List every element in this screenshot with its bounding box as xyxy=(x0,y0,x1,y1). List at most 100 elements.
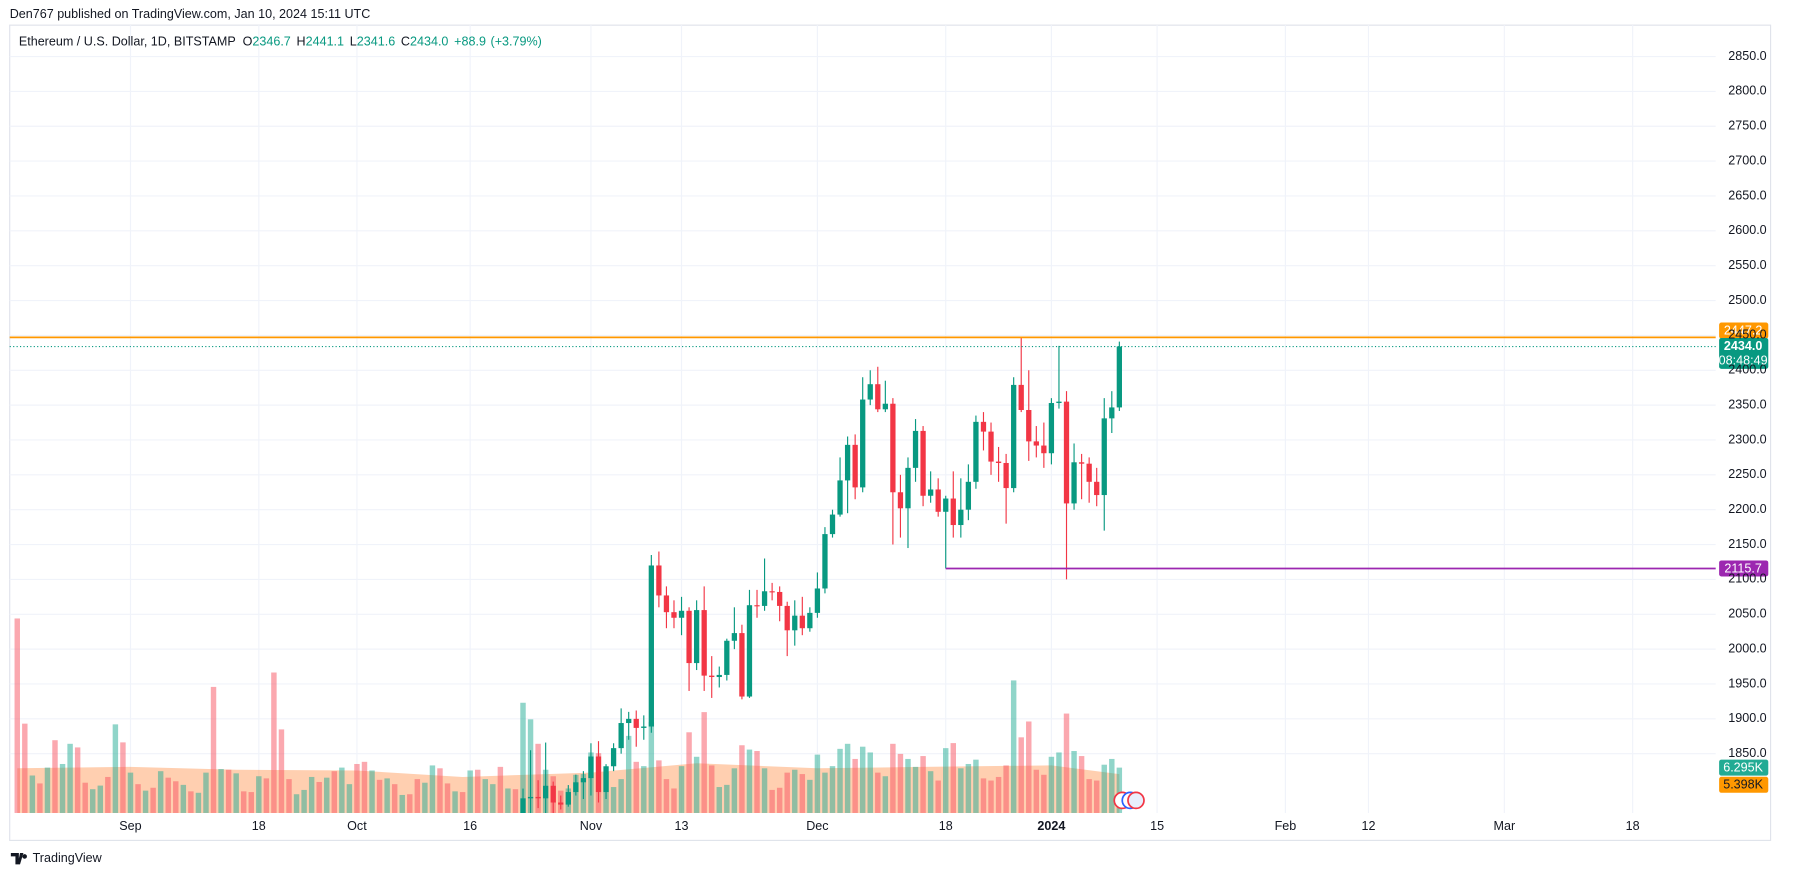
candle-body xyxy=(973,421,979,482)
footer: TradingView xyxy=(33,851,103,865)
volume-bar xyxy=(240,791,247,813)
volume-bar xyxy=(407,794,413,813)
volume-bar xyxy=(761,768,768,813)
candle-body xyxy=(1011,384,1017,489)
candle-body xyxy=(678,610,685,618)
y-tick-label: 2750.0 xyxy=(1728,119,1766,133)
high-value: 2441.1 xyxy=(306,35,344,49)
volume-bar xyxy=(807,779,813,813)
volume-bar xyxy=(361,761,368,813)
volume-bar xyxy=(814,754,821,813)
candle-body xyxy=(1026,409,1032,442)
candle-body xyxy=(1094,481,1100,496)
volume-bar xyxy=(44,767,51,813)
axes: 1850.0 1900.0 1950.0 2000.0 2050.0 2100.0 2150… xyxy=(119,49,1766,833)
candle-body xyxy=(1109,407,1115,419)
candle-body xyxy=(822,534,828,589)
volume-bar xyxy=(195,792,202,813)
y-tick-label: 2700.0 xyxy=(1728,153,1766,167)
volume-bar xyxy=(859,746,866,813)
volume-bar xyxy=(437,768,443,813)
volume-bar xyxy=(686,732,692,813)
close-value: 2434.0 xyxy=(410,35,448,49)
flag-icon xyxy=(1127,791,1145,810)
candle-body xyxy=(837,480,843,515)
volume-bar xyxy=(210,686,217,813)
x-tick-label: 18 xyxy=(939,819,953,833)
volume-bar xyxy=(693,756,700,813)
candle-body xyxy=(1063,401,1070,504)
candle-body xyxy=(995,461,1002,463)
volume-bar xyxy=(1071,751,1077,813)
price-label-box xyxy=(1719,776,1769,793)
logo-mark xyxy=(10,852,27,865)
level-label: 2115.7 xyxy=(1724,561,1762,575)
y-tick-label: 2150.0 xyxy=(1728,537,1766,551)
volume-bar xyxy=(248,792,254,813)
volume-bar xyxy=(105,776,111,813)
volume-bar xyxy=(29,775,36,813)
candle-body xyxy=(527,796,534,799)
y-tick-label: 2650.0 xyxy=(1728,188,1766,202)
candle-body xyxy=(693,610,700,664)
volume-bar xyxy=(663,779,670,813)
volume-bar xyxy=(301,789,307,813)
candle-body xyxy=(761,591,768,606)
volume-bar xyxy=(920,756,926,813)
x-tick-label: 16 xyxy=(463,819,477,833)
volume-bar xyxy=(912,766,919,813)
volume-bar xyxy=(308,776,315,813)
candle-body xyxy=(709,675,715,678)
low-label: L xyxy=(350,35,357,49)
candle-body xyxy=(852,444,858,488)
volume-bar xyxy=(1033,769,1040,813)
volume-bar xyxy=(897,753,904,813)
candle-body xyxy=(867,384,873,400)
volume-bar xyxy=(150,787,156,813)
volume-bar xyxy=(610,787,617,813)
volume-bar xyxy=(890,743,896,813)
y-tick-label: 2100.0 xyxy=(1728,572,1766,586)
volume-bar xyxy=(1018,737,1024,813)
volume-bar xyxy=(391,784,398,813)
candle-body xyxy=(920,430,926,496)
volume-bar xyxy=(1116,767,1123,813)
volume-bar xyxy=(293,794,300,813)
candle-body xyxy=(988,431,994,462)
volume-bar xyxy=(1010,680,1017,813)
candle-body xyxy=(965,481,972,510)
last-price-label: 2434.0 xyxy=(1724,339,1762,353)
candle-body xyxy=(580,778,587,783)
volume-bar xyxy=(520,702,526,813)
volume-bar xyxy=(173,781,179,813)
candle-body xyxy=(535,796,541,799)
candle-body xyxy=(829,514,836,535)
candle-body xyxy=(520,798,526,813)
flags-icon xyxy=(1113,791,1145,810)
volume-bar xyxy=(829,766,836,813)
volume-bar xyxy=(1101,764,1107,813)
volume-bar xyxy=(67,743,73,813)
candle-body xyxy=(686,610,692,664)
price-label-box xyxy=(1719,759,1769,776)
volume-bar xyxy=(1086,779,1092,813)
volume-bar xyxy=(14,618,20,813)
y-tick-label: 2250.0 xyxy=(1728,467,1766,481)
volume-bar xyxy=(1063,713,1070,813)
candle-body xyxy=(724,640,730,675)
candle-body xyxy=(844,444,851,481)
candle-body xyxy=(814,588,821,613)
volume-bar xyxy=(188,791,194,813)
footer-logo: TradingView xyxy=(10,851,103,865)
x-tick-label: 18 xyxy=(252,819,266,833)
y-tick-label: 1950.0 xyxy=(1728,676,1766,690)
volume-bar xyxy=(157,771,164,813)
volume-bar xyxy=(263,778,270,813)
candle-body xyxy=(1071,462,1077,504)
x-tick-label: 18 xyxy=(1626,819,1640,833)
volume-bar xyxy=(354,763,360,813)
volume-bar xyxy=(467,770,473,813)
y-tick-label: 2500.0 xyxy=(1728,293,1766,307)
candle-body xyxy=(980,421,987,432)
volume-bar xyxy=(716,787,722,813)
